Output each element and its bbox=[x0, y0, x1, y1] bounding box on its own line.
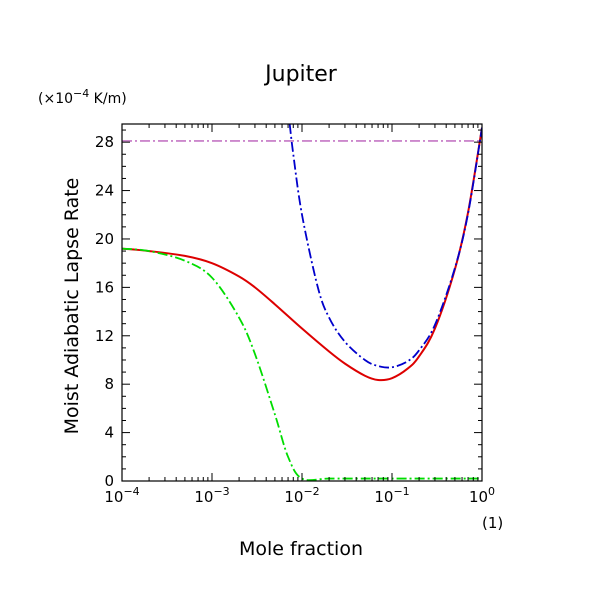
x-tick-label: 100 bbox=[469, 485, 495, 506]
tick-labels-layer: 0 4 8 12 16 20 24 28 10−4 10−3 10−2 10−1 100 bbox=[95, 133, 495, 506]
x-axis-label: Mole fraction bbox=[239, 538, 363, 560]
series-line-2 bbox=[288, 124, 482, 369]
y-tick-label: 24 bbox=[95, 182, 114, 200]
x-axis-unit: (1) bbox=[482, 514, 503, 532]
series-line-1 bbox=[122, 127, 482, 382]
y-tick-label: 4 bbox=[104, 424, 114, 442]
x-tick-label: 10−1 bbox=[374, 485, 409, 506]
series-layer bbox=[122, 124, 482, 481]
y-axis-label: Moist Adiabatic Lapse Rate bbox=[61, 178, 83, 435]
y-tick-label: 0 bbox=[104, 472, 114, 490]
plot-frame bbox=[121, 123, 483, 482]
x-tick-label: 10−3 bbox=[194, 485, 229, 506]
ticks-layer bbox=[121, 124, 483, 482]
y-tick-label: 8 bbox=[104, 375, 114, 393]
chart-title: Jupiter bbox=[263, 62, 338, 87]
y-tick-label: 16 bbox=[95, 278, 114, 296]
x-tick-label: 10−4 bbox=[104, 485, 139, 506]
y-tick-label: 20 bbox=[95, 230, 114, 248]
y-axis-unit: (×10−4 K/m) bbox=[38, 87, 127, 107]
x-tick-label: 10−2 bbox=[284, 485, 319, 506]
y-tick-label: 28 bbox=[95, 133, 114, 151]
series-line-3 bbox=[122, 247, 482, 481]
y-tick-label: 12 bbox=[95, 327, 114, 345]
